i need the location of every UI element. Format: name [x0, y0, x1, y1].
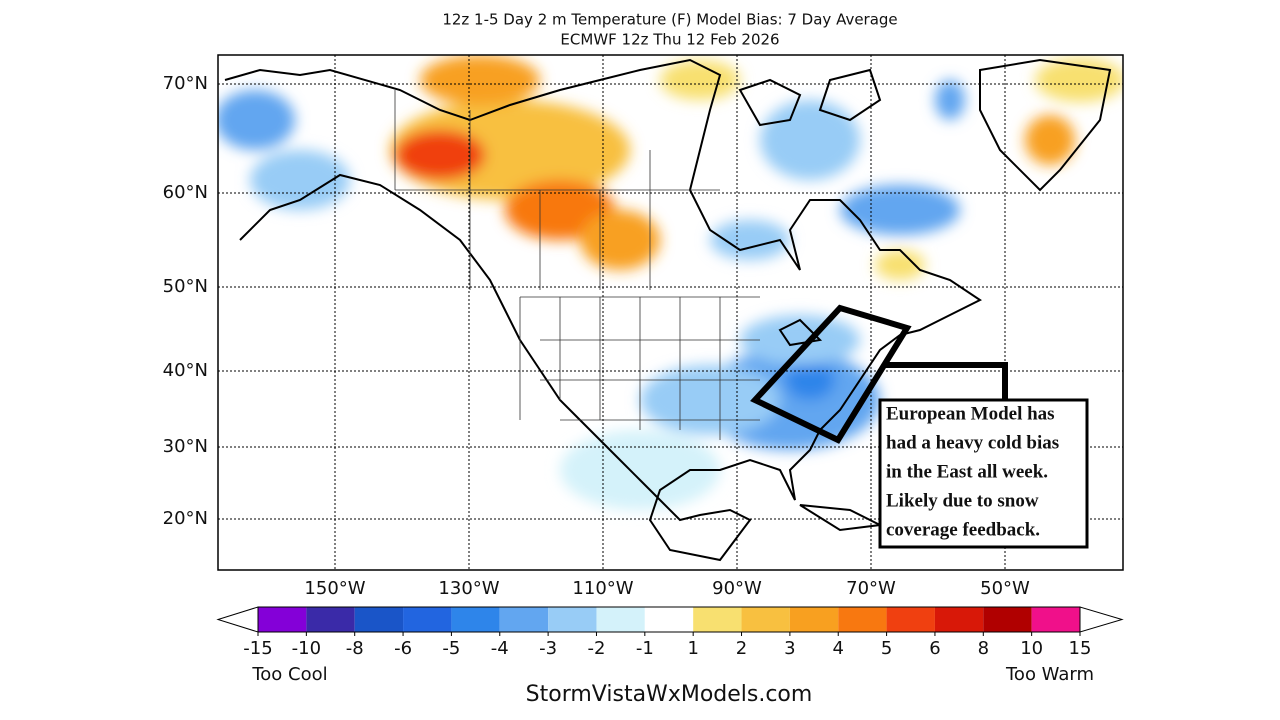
colorbar-swatch — [596, 607, 645, 632]
colorbar-tick-label: -1 — [636, 638, 654, 659]
colorbar-extension — [1079, 606, 1124, 633]
colorbar-tick-label: 8 — [978, 638, 989, 659]
colorbar-tick-label: -5 — [442, 638, 460, 659]
colorbar-swatch — [258, 607, 307, 632]
colorbar-tick-label: -8 — [346, 638, 364, 659]
colorbar-tick-label: -15 — [243, 638, 272, 659]
footer: StormVistaWxModels.com — [526, 682, 813, 707]
colorbar-swatch — [741, 607, 790, 632]
annotation-box — [878, 398, 1089, 549]
colorbar-swatch — [838, 607, 887, 632]
colorbar-swatch — [644, 607, 694, 632]
colorbar-tick-label: 2 — [736, 638, 747, 659]
colorbar-swatch — [403, 607, 452, 632]
colorbar-swatch — [983, 607, 1032, 632]
latitude-label: 30°N — [163, 436, 208, 457]
latitude-label: 50°N — [163, 276, 208, 297]
colorbar-tick-label: 15 — [1069, 638, 1092, 659]
colorbar-tick-label: -4 — [491, 638, 509, 659]
high-label: Too Warm — [1005, 664, 1094, 685]
map-subtitle: ECMWF 12z Thu 12 Feb 2026 — [560, 31, 779, 49]
highlight-box — [750, 304, 912, 444]
colorbar-tick-label: 5 — [881, 638, 892, 659]
longitude-label: 110°W — [572, 578, 633, 599]
annotation-line: coverage feedback. — [886, 519, 1040, 540]
colorbar-tick-label: 4 — [833, 638, 844, 659]
graticule — [218, 55, 1123, 570]
annotation: European Model has had a heavy cold bias i… — [886, 403, 1059, 540]
colorbar-swatch — [451, 607, 500, 632]
annotation-line: had a heavy cold bias — [886, 432, 1059, 453]
longitude-label: 50°W — [980, 578, 1030, 599]
colorbar-swatch — [934, 607, 984, 632]
colorbar-swatch — [499, 607, 549, 632]
map-title: 12z 1-5 Day 2 m Temperature (F) Model Bi… — [442, 11, 897, 29]
colorbar-tick-label: 1 — [687, 638, 698, 659]
longitude-label: 130°W — [438, 578, 499, 599]
colorbar-swatch — [789, 607, 839, 632]
longitude-label: 70°W — [846, 578, 896, 599]
colorbar-outline — [257, 606, 1081, 633]
colorbar-swatch — [886, 607, 935, 632]
colorbar-tick-label: -6 — [394, 638, 412, 659]
latitude-label: 60°N — [163, 182, 208, 203]
colorbar-swatch — [306, 607, 355, 632]
colorbar-swatch — [548, 607, 597, 632]
map-area — [218, 55, 1123, 570]
colorbar-tick-label: -2 — [587, 638, 605, 659]
colorbar-tick-label: 3 — [784, 638, 795, 659]
colorbar-tick-label: 10 — [1020, 638, 1043, 659]
colorbar-swatch — [1031, 607, 1080, 632]
longitude-label: 90°W — [712, 578, 762, 599]
colorbar-extension — [216, 606, 259, 633]
annotation-line: Likely due to snow — [886, 490, 1039, 511]
political-borders — [394, 90, 760, 440]
latitude-label: 20°N — [163, 508, 208, 529]
callout-line — [885, 362, 1008, 402]
longitude-label: 150°W — [304, 578, 365, 599]
colorbar-tick-label: 6 — [929, 638, 940, 659]
low-label: Too Cool — [251, 664, 327, 685]
colorbar: -15 -10 -8 -6 -5 -4 -3 -2 -1 1 2 3 4 5 6 8 10 15 — [216, 606, 1124, 659]
colorbar-tick-label: -3 — [539, 638, 557, 659]
annotation-line: in the East all week. — [886, 461, 1048, 482]
colorbar-swatch — [354, 607, 404, 632]
map-frame — [217, 54, 1124, 571]
latitude-label: 70°N — [163, 73, 208, 94]
colorbar-tick-label: -10 — [292, 638, 321, 659]
colorbar-swatch — [693, 607, 742, 632]
latitude-label: 40°N — [163, 360, 208, 381]
annotation-line: European Model has — [886, 403, 1055, 424]
axis-labels: 70°N 60°N 50°N 40°N 30°N 20°N 150°W 130°W 110°W 9… — [163, 73, 1030, 599]
